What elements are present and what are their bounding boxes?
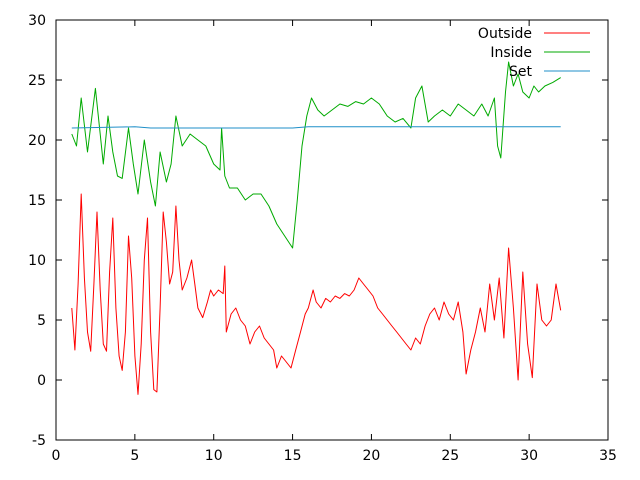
series-line-set bbox=[71, 126, 561, 129]
series-line-inside bbox=[71, 61, 561, 249]
y-tick-label: -5 bbox=[32, 433, 46, 449]
x-tick-label: 10 bbox=[205, 448, 223, 464]
x-tick-label: 35 bbox=[599, 448, 617, 464]
x-tick-label: 30 bbox=[520, 448, 538, 464]
plot-frame bbox=[55, 19, 609, 441]
x-tick-label: 25 bbox=[441, 448, 459, 464]
x-tick-label: 15 bbox=[284, 448, 302, 464]
x-tick-label: 5 bbox=[130, 448, 139, 464]
x-tick-label: 0 bbox=[52, 448, 61, 464]
series-line-outside bbox=[71, 193, 562, 395]
series-layer bbox=[71, 61, 562, 395]
x-tick-label: 20 bbox=[363, 448, 381, 464]
legend-label-inside: Inside bbox=[490, 45, 532, 61]
legend: Outside Inside Set bbox=[478, 26, 590, 80]
y-tick-label: 10 bbox=[28, 253, 46, 269]
y-tick-label: 25 bbox=[28, 73, 46, 89]
legend-label-outside: Outside bbox=[478, 26, 532, 42]
y-tick-label: 5 bbox=[37, 313, 46, 329]
legend-label-set: Set bbox=[509, 64, 533, 80]
y-tick-label: 30 bbox=[28, 13, 46, 29]
y-tick-label: 20 bbox=[28, 133, 46, 149]
y-tick-label: 15 bbox=[28, 193, 46, 209]
axis-ticks: 0 5 10 15 20 25 30 35 -5 0 5 10 15 20 25 30 bbox=[28, 13, 617, 464]
y-tick-label: 0 bbox=[37, 373, 46, 389]
